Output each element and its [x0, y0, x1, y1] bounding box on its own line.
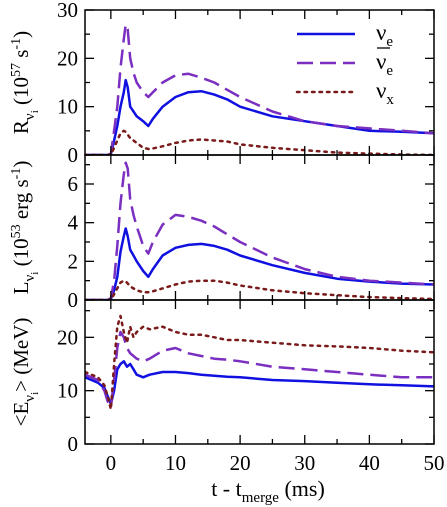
- panel-frame: [84, 154, 435, 301]
- x-tick-label: 10: [165, 451, 186, 475]
- series-nuebar-top: [85, 23, 434, 155]
- y-tick-label: 30: [57, 0, 78, 22]
- panel-top: 0 10 20 30 Rνi (1057 s-1): [9, 0, 435, 167]
- legend-label: νx: [376, 78, 394, 108]
- panel-middle: 0 2 4 6 Lνi (1053 erg s-1): [9, 154, 435, 312]
- x-tick-label: 50: [424, 451, 445, 475]
- legend-label: νe: [376, 49, 393, 79]
- y-tick-label: 0: [68, 432, 79, 456]
- x-tick-label: 0: [106, 451, 117, 475]
- series-nuebar-bottom: [85, 330, 434, 408]
- legend-label: νe: [376, 20, 393, 50]
- x-tick-label: 40: [359, 451, 380, 475]
- y-tick-label: 10: [57, 379, 78, 403]
- panel-bottom: 0 10 20 0 10 20 30 40 50 <Eνi> (MeV): [9, 299, 445, 475]
- y-tick-label: 20: [57, 325, 78, 349]
- y-tick-label: 6: [68, 172, 79, 196]
- y-axis-label: Lνi (1053 erg s-1): [9, 161, 41, 295]
- y-tick-label: 20: [57, 46, 78, 70]
- series-nux-bottom: [85, 314, 434, 411]
- x-tick-label: 30: [294, 451, 315, 475]
- series-nue-bottom: [85, 360, 434, 406]
- y-tick-label: 0: [68, 288, 79, 312]
- x-tick-label: 20: [230, 451, 251, 475]
- y-axis-label: <Eνi> (MeV): [9, 318, 41, 427]
- y-tick-label: 2: [68, 249, 79, 273]
- y-tick-label: 10: [57, 95, 78, 119]
- y-tick-label: 0: [68, 143, 79, 167]
- series-nuebar-middle: [85, 161, 434, 300]
- y-tick-label: 4: [68, 211, 79, 235]
- series-nue-middle: [85, 227, 434, 300]
- series-nux-top: [85, 129, 434, 155]
- series-nux-middle: [85, 279, 434, 300]
- x-axis-label: t - tmerge (ms): [211, 476, 325, 506]
- panel-frame: [84, 299, 435, 445]
- y-axis-label: Rνi (1057 s-1): [9, 31, 41, 134]
